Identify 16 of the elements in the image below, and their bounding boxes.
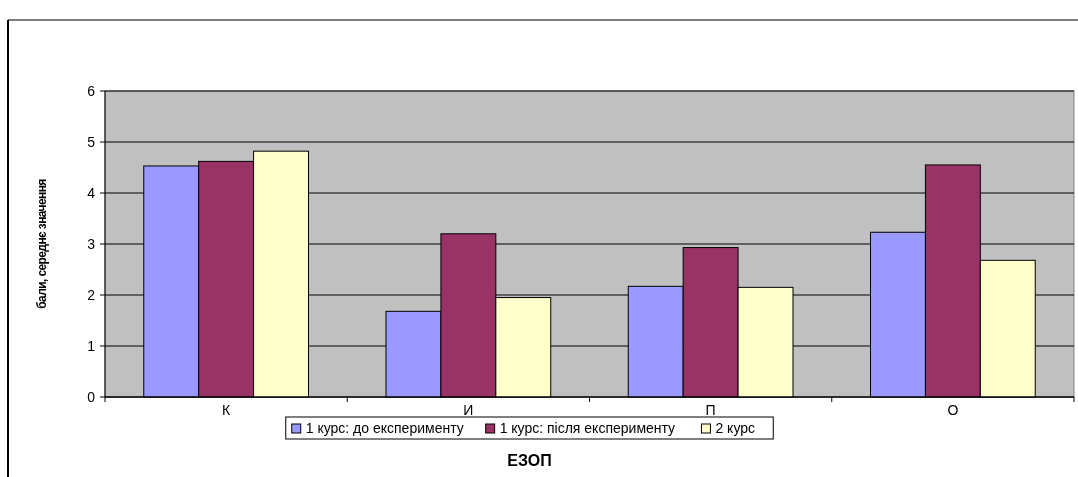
- x-tick-label: О: [947, 402, 959, 418]
- y-tick-label: 6: [87, 82, 96, 99]
- y-tick-label: 4: [87, 184, 96, 201]
- x-tick-label: П: [705, 402, 716, 418]
- y-tick-label: 0: [87, 388, 96, 405]
- legend-label: 2 курс: [715, 419, 756, 436]
- y-tick-label: 2: [87, 286, 96, 303]
- x-axis-title: ЕЗОП: [507, 452, 552, 469]
- y-tick-label: 1: [87, 337, 96, 354]
- x-tick-label: К: [222, 402, 232, 418]
- x-tick-label: И: [463, 402, 474, 418]
- legend-label: 1 курс: після експерименту: [499, 419, 676, 436]
- y-axis-title: бали, середнє значення: [35, 178, 49, 309]
- y-tick-label: 5: [87, 133, 96, 150]
- y-tick-label: 3: [87, 235, 96, 252]
- legend-label: 1 курс: до експерименту: [305, 419, 464, 436]
